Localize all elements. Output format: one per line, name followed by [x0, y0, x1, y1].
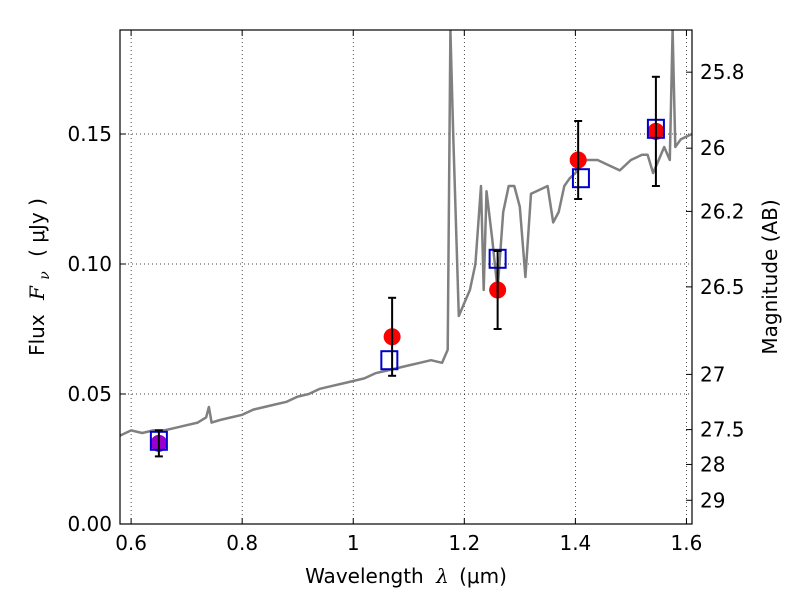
y-axis-title-unit: ( μJy )	[25, 198, 49, 257]
x-tick-label: 0.8	[226, 531, 258, 555]
y-tick-label: 0.10	[67, 252, 112, 276]
y2-tick-label: 27	[700, 362, 725, 386]
model-photometry-marker	[571, 168, 590, 189]
x-axis-title-unit: (μm)	[459, 564, 507, 588]
x-tick-label: 1	[347, 531, 360, 555]
y2-tick-label: 26.5	[700, 275, 745, 299]
x-axis-title: Wavelength λ (μm)	[305, 564, 507, 588]
y2-tick-label: 27.5	[700, 418, 745, 442]
y-tick-label: 0.05	[67, 382, 112, 406]
y-axis-title: Flux F ν ( μJy )	[25, 198, 54, 356]
grid	[120, 30, 692, 525]
y-tick-label: 0.15	[67, 122, 112, 146]
x-tick-label: 1.2	[448, 531, 480, 555]
model-photometry-marker	[380, 350, 399, 371]
y-axis-title-subscript: ν	[37, 271, 53, 280]
x-axis-title-symbol: λ	[435, 564, 449, 588]
x-tick-label: 0.6	[115, 531, 147, 555]
y-axis-title-prefix: Flux	[25, 314, 49, 356]
sed-model-line	[120, 30, 692, 437]
ticks: 0.6 0.8 1 1.2 1.4 1.6 0.00 0.05 0.10 0.15 25.8 26 26…	[67, 30, 745, 555]
y2-tick-label: 29	[700, 488, 725, 512]
y2-tick-label: 26.2	[700, 199, 745, 223]
y2-tick-label: 25.8	[700, 60, 745, 84]
y-tick-label: 0.00	[67, 512, 112, 536]
data-layer	[120, 30, 692, 458]
x-axis-title-prefix: Wavelength	[305, 564, 424, 588]
y-axis-title-symbol: F	[25, 285, 49, 301]
y2-axis-title: Magnitude (AB)	[758, 199, 782, 354]
y2-tick-label: 26	[700, 136, 725, 160]
x-tick-label: 1.6	[671, 531, 703, 555]
x-tick-label: 1.4	[559, 531, 591, 555]
y2-tick-label: 28	[700, 452, 725, 476]
plot-frame	[119, 29, 693, 525]
